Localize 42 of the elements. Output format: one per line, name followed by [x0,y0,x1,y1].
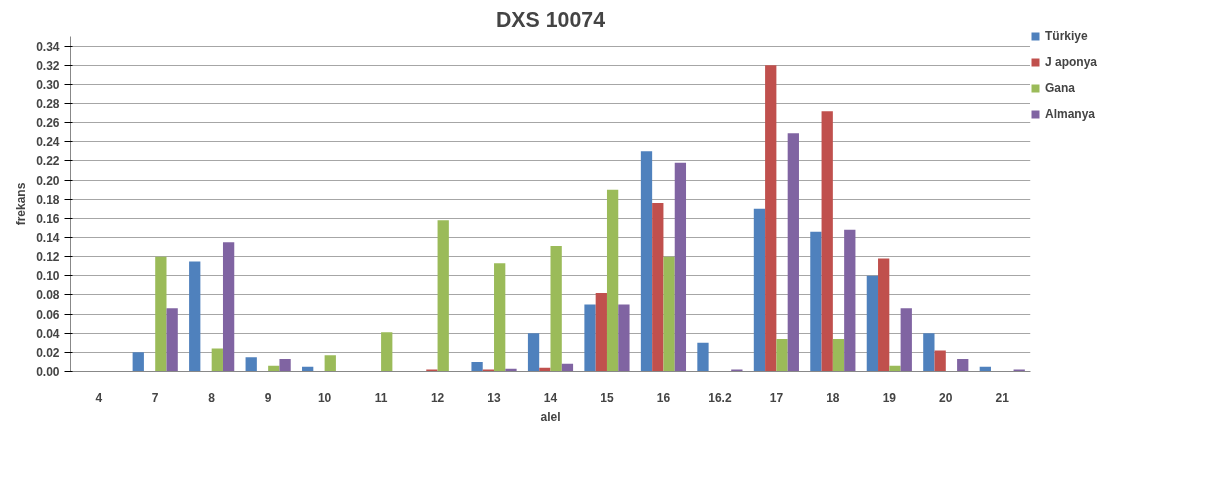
y-tick-label: 0.24 [36,135,60,150]
x-axis-title: alel [540,409,561,424]
y-tick-label: 0.26 [36,116,60,131]
y-axis-title: frekans [14,182,29,226]
x-tick-label: 9 [264,390,272,405]
y-tick-label: 0.02 [36,345,60,360]
x-tick-label: 18 [826,390,840,405]
legend-label: J aponya [1045,55,1098,69]
chart-title: DXS 10074 [495,7,606,32]
y-tick-label: 0.06 [36,307,60,322]
y-tick-label: 0.16 [36,211,60,226]
x-tick-label: 8 [208,390,216,405]
y-tick-label: 0.20 [36,173,60,188]
x-tick-label: 14 [543,390,558,405]
x-tick-label: 10 [317,390,332,405]
x-tick-label: 16 [656,390,671,405]
y-tick-label: 0.18 [36,192,60,207]
y-tick-label: 0.30 [36,77,60,92]
x-tick-label: 21 [995,390,1010,405]
y-tick-label: 0.34 [36,39,60,54]
x-tick-label: 13 [487,390,502,405]
y-tick-label: 0.00 [36,365,60,379]
y-tick-label: 0.32 [36,58,60,73]
x-tick-label: 7 [151,390,159,405]
y-tick-label: 0.14 [36,231,60,245]
x-tick-label: 11 [374,390,388,405]
y-tick-label: 0.22 [36,154,60,169]
y-tick-label: 0.08 [36,288,60,303]
legend-label: Gana [1045,81,1076,95]
x-tick-label: 20 [939,390,953,405]
x-tick-label: 16.2 [708,390,732,405]
y-tick-label: 0.28 [36,97,60,111]
x-tick-label: 4 [95,390,103,405]
y-tick-label: 0.10 [36,269,60,284]
x-tick-label: 12 [430,390,445,405]
x-tick-label: 19 [882,390,897,405]
y-tick-label: 0.04 [36,326,60,341]
x-tick-label: 17 [769,390,784,405]
legend-label: Türkiye [1045,29,1088,43]
y-tick-label: 0.12 [36,250,60,265]
x-tick-label: 15 [600,390,614,405]
legend-label: Almanya [1045,107,1096,121]
